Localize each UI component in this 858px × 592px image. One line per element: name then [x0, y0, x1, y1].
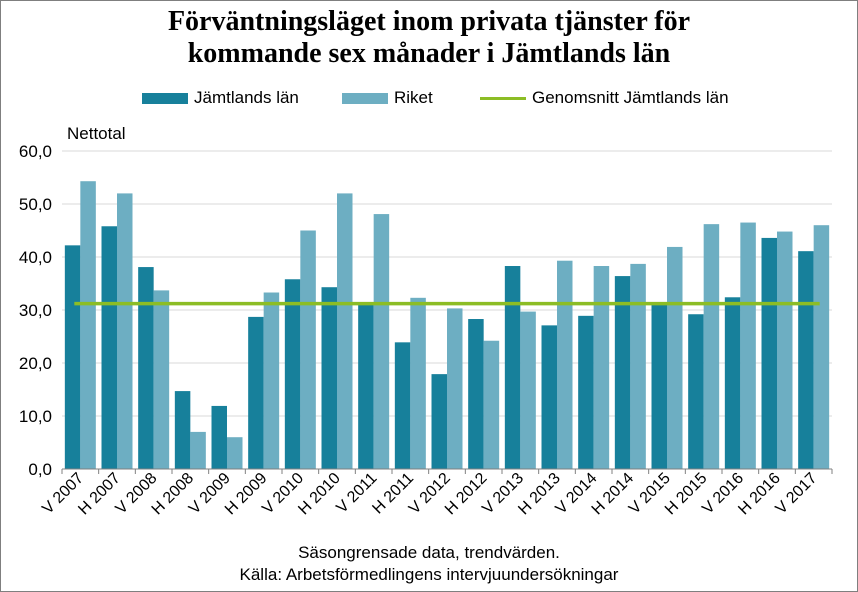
x-tick-label: H 2010 — [295, 470, 344, 519]
bar-jamtland — [284, 279, 301, 469]
y-axis-label: Nettotal — [67, 124, 126, 143]
bar-riket — [300, 230, 316, 469]
bar-riket — [447, 308, 463, 469]
y-tick-label: 40,0 — [19, 248, 52, 267]
chart-title-line-1: Förväntningsläget inom privata tjänster … — [167, 6, 691, 37]
note-data-description: Säsongrensade data, trendvärden. — [298, 543, 560, 562]
bar-jamtland — [211, 405, 227, 469]
note-source: Källa: Arbetsförmedlingens intervjuunder… — [239, 565, 619, 584]
bar-jamtland — [504, 266, 521, 469]
bar-riket — [557, 260, 573, 469]
bar-riket — [117, 193, 133, 469]
legend-label-riket: Riket — [394, 88, 433, 107]
bar-jamtland — [614, 276, 631, 469]
y-tick-label: 50,0 — [19, 195, 52, 214]
bar-riket — [630, 263, 646, 469]
bar-jamtland — [394, 342, 411, 469]
bar-jamtland — [431, 374, 447, 469]
bar-riket — [190, 431, 206, 469]
bar-riket — [410, 297, 426, 469]
bar-jamtland — [541, 325, 557, 469]
chart-title: Förväntningsläget inom privata tjänster … — [0, 6, 858, 70]
legend-item-jamtland: Jämtlands län — [142, 88, 299, 108]
bar-jamtland — [101, 226, 117, 469]
legend-swatch-riket — [342, 92, 388, 104]
bar-jamtland — [321, 287, 337, 469]
bar-jamtland — [651, 304, 667, 469]
bar-riket — [263, 292, 280, 469]
y-tick-label: 0,0 — [28, 460, 52, 479]
bar-riket — [337, 193, 353, 469]
x-tick-label: V 2017 — [773, 470, 821, 518]
legend-swatch-jamtland — [142, 92, 188, 104]
legend-item-average: Genomsnitt Jämtlands län — [480, 88, 729, 108]
bar-jamtland — [578, 315, 594, 469]
bar-riket — [593, 266, 610, 469]
bar-jamtland — [138, 267, 154, 469]
bar-riket — [520, 311, 536, 469]
bar-riket — [373, 214, 390, 469]
bar-jamtland — [798, 251, 814, 469]
bar-jamtland — [248, 316, 264, 469]
legend-label-average: Genomsnitt Jämtlands län — [532, 88, 729, 107]
bar-riket — [80, 181, 96, 469]
bar-jamtland — [468, 319, 484, 469]
bar-jamtland — [64, 245, 81, 469]
bar-jamtland — [688, 314, 704, 469]
bar-jamtland — [761, 237, 777, 469]
bar-jamtland — [174, 391, 191, 469]
bar-riket — [813, 225, 830, 469]
legend-label-jamtland: Jämtlands län — [194, 88, 299, 107]
legend-swatch-average — [480, 96, 526, 100]
y-tick-label: 20,0 — [19, 354, 52, 373]
chart-legend: Jämtlands län Riket Genomsnitt Jämtlands… — [0, 88, 858, 110]
bar-riket — [703, 224, 720, 469]
bar-riket — [777, 231, 793, 469]
bar-jamtland — [724, 297, 741, 469]
bar-riket — [667, 246, 683, 469]
y-tick-label: 60,0 — [19, 142, 52, 161]
y-tick-label: 10,0 — [19, 407, 52, 426]
legend-item-riket: Riket — [342, 88, 433, 108]
bar-riket — [153, 290, 170, 469]
chart-title-line-2: kommande sex månader i Jämtlands län — [187, 38, 671, 69]
bar-riket — [227, 437, 243, 469]
bar-riket — [740, 222, 756, 469]
bar-riket — [483, 340, 500, 469]
bar-jamtland — [358, 304, 374, 469]
y-tick-label: 30,0 — [19, 301, 52, 320]
